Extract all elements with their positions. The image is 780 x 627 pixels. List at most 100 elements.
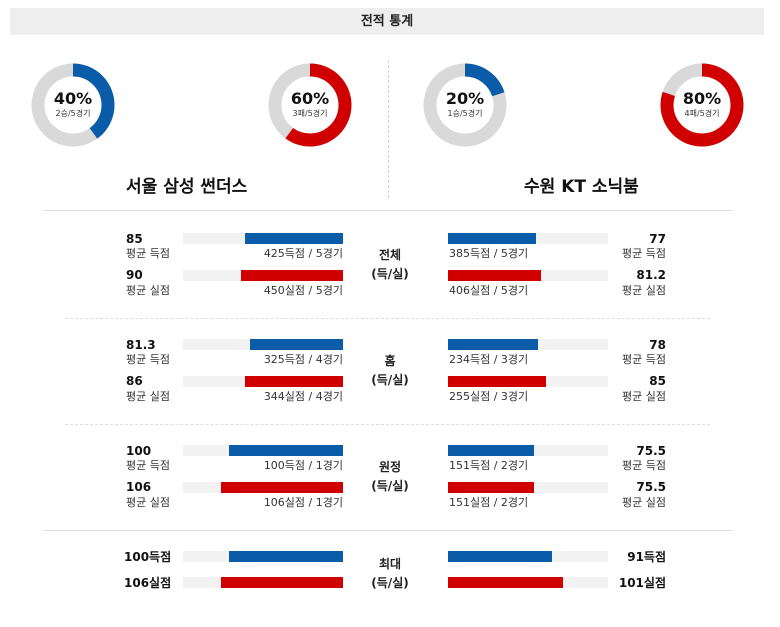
home-score-caption: 325득점 / 4경기 [263, 353, 343, 366]
home-concede-bar [183, 270, 343, 281]
home-score-caption: 100득점 / 1경기 [263, 459, 343, 472]
away-avg-score-label: 평균 득점 [622, 353, 666, 366]
donut-record: 2승/5경기 [55, 109, 91, 118]
away-avg-concede-label: 평균 실점 [622, 390, 666, 403]
away-max-concede-bar [448, 577, 608, 588]
away-avg-score-label: 평균 득점 [622, 247, 666, 260]
home-loss-rate-donut: 60% 3패/5경기 [268, 63, 352, 147]
donut-ring [423, 63, 507, 147]
category-subtitle: (득/실) [371, 479, 409, 493]
section-divider [65, 424, 710, 425]
away-score-bar-fill [448, 339, 538, 350]
away-score-bar [448, 233, 608, 244]
home-score-bar-fill [250, 339, 343, 350]
home-concede-caption: 106실점 / 1경기 [263, 496, 343, 509]
category-subtitle: (득/실) [371, 373, 409, 387]
category-title: 원정 [378, 460, 402, 474]
away-avg-concede-label: 평균 실점 [622, 284, 666, 297]
home-avg-concede: 106 [126, 480, 152, 494]
donut-arc [31, 63, 115, 147]
away-concede-caption: 151실점 / 2경기 [449, 496, 529, 509]
away-score-caption: 234득점 / 3경기 [449, 353, 529, 366]
away-concede-bar-fill [448, 270, 541, 281]
top-divider [43, 210, 733, 211]
away-score-bar-fill [448, 445, 534, 456]
donut-arc [268, 63, 352, 147]
home-avg-score-label: 평균 득점 [126, 353, 170, 366]
donut-arc [423, 63, 507, 147]
donut-percent: 40% [53, 89, 93, 108]
category-label: 홈 (득/실) [360, 352, 420, 390]
home-avg-score-label: 평균 득점 [126, 247, 170, 260]
donut-record: 1승/5경기 [447, 109, 483, 118]
away-max-score-bar-fill [448, 551, 552, 562]
home-max-score-bar-fill [229, 551, 343, 562]
donut-ring [268, 63, 352, 147]
stats-header: 전적 통계 [10, 8, 764, 35]
home-concede-caption: 344실점 / 4경기 [263, 390, 343, 403]
away-avg-score: 75.5 [636, 444, 666, 458]
donut-ring [31, 63, 115, 147]
away-loss-rate-donut: 80% 4패/5경기 [660, 63, 744, 147]
away-avg-concede: 85 [649, 374, 666, 388]
donut-record: 4패/5경기 [684, 109, 720, 118]
category-label: 원정 (득/실) [360, 458, 420, 496]
away-score-caption: 385득점 / 5경기 [449, 247, 529, 260]
away-avg-score: 78 [649, 338, 666, 352]
section-divider [43, 530, 733, 531]
home-avg-score: 85 [126, 232, 143, 246]
home-concede-caption: 450실점 / 5경기 [263, 284, 343, 297]
home-avg-concede: 90 [126, 268, 143, 282]
home-avg-score: 81.3 [126, 338, 156, 352]
home-avg-concede-label: 평균 실점 [126, 496, 170, 509]
category-label: 최대 (득/실) [360, 555, 420, 593]
away-score-bar-fill [448, 233, 536, 244]
home-score-bar-fill [229, 445, 343, 456]
home-concede-bar-fill [245, 376, 343, 387]
home-avg-concede: 86 [126, 374, 143, 388]
away-win-rate-donut: 20% 1승/5경기 [423, 63, 507, 147]
stats-title: 전적 통계 [360, 14, 414, 29]
away-concede-bar [448, 270, 608, 281]
away-score-bar [448, 339, 608, 350]
away-concede-bar [448, 482, 608, 493]
home-win-rate-donut: 40% 2승/5경기 [31, 63, 115, 147]
category-title: 홈 [384, 354, 396, 368]
home-avg-concede-label: 평균 실점 [126, 284, 170, 297]
home-max-concede-bar-fill [221, 577, 343, 588]
home-concede-bar-fill [241, 270, 343, 281]
donut-ring [660, 63, 744, 147]
away-avg-score-label: 평균 득점 [622, 459, 666, 472]
away-score-caption: 151득점 / 2경기 [449, 459, 529, 472]
home-concede-bar [183, 376, 343, 387]
away-avg-concede-label: 평균 실점 [622, 496, 666, 509]
category-title: 최대 [378, 557, 402, 571]
away-avg-concede: 81.2 [636, 268, 666, 282]
home-score-bar [183, 233, 343, 244]
away-score-bar [448, 445, 608, 456]
away-avg-score: 77 [649, 232, 666, 246]
home-team-name: 서울 삼성 썬더스 [126, 177, 248, 197]
away-max-concede-bar-fill [448, 577, 563, 588]
donut-record: 3패/5경기 [292, 109, 328, 118]
donut-arc [660, 63, 744, 147]
donut-percent: 20% [445, 89, 485, 108]
home-score-bar [183, 445, 343, 456]
team-divider [388, 60, 389, 198]
home-max-concede-bar [183, 577, 343, 588]
home-max-score: 100득점 [124, 550, 172, 564]
away-avg-concede: 75.5 [636, 480, 666, 494]
away-concede-bar-fill [448, 482, 534, 493]
category-label: 전체 (득/실) [360, 246, 420, 284]
donut-percent: 60% [290, 89, 330, 108]
away-concede-caption: 255실점 / 3경기 [449, 390, 529, 403]
category-title: 전체 [378, 248, 402, 262]
home-avg-score: 100 [126, 444, 152, 458]
home-concede-bar [183, 482, 343, 493]
home-concede-bar-fill [221, 482, 343, 493]
away-team-name: 수원 KT 소닉붐 [524, 177, 639, 197]
home-max-concede: 106실점 [124, 576, 172, 590]
home-max-score-bar [183, 551, 343, 562]
category-subtitle: (득/실) [371, 267, 409, 281]
section-divider [65, 318, 710, 319]
